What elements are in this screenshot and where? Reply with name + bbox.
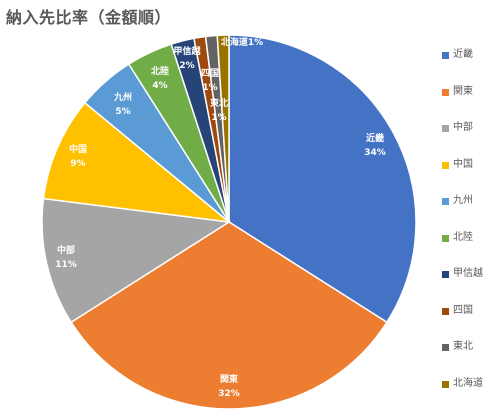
legend-label: 北海道 — [453, 377, 483, 389]
chart-title: 納入先比率（金額順） — [6, 8, 172, 27]
legend-label: 中国 — [453, 158, 473, 170]
data-label-7: 甲信越 2% — [173, 45, 201, 71]
data-label-6: 北陸 4% — [151, 65, 169, 91]
data-label-4: 中国 9% — [69, 143, 87, 169]
legend-item-5: 九州 — [442, 194, 500, 231]
pie-slice-3 — [41, 197, 232, 324]
legend-item-1: 近畿 — [442, 48, 500, 85]
legend-swatch — [442, 234, 449, 242]
legend-label: 九州 — [453, 195, 473, 206]
legend-swatch — [442, 344, 449, 351]
legend-label: 東北 — [453, 341, 473, 352]
legend-item-10: 北海道 — [442, 377, 500, 414]
legend-item-2: 関東 — [442, 85, 500, 122]
legend-swatch — [442, 125, 449, 132]
legend-label: 四国 — [453, 304, 473, 316]
legend-swatch — [442, 88, 449, 96]
legend-label: 関東 — [453, 85, 473, 97]
legend-swatch — [442, 271, 449, 278]
data-label-2: 関東 32% — [218, 373, 240, 399]
legend-item-8: 四国 — [442, 304, 500, 341]
legend-swatch — [442, 52, 449, 59]
legend-swatch — [442, 161, 449, 169]
pie-slice-4 — [42, 101, 232, 224]
legend-label: 北陸 — [453, 231, 473, 243]
legend-item-3: 中部 — [442, 121, 500, 158]
legend-label: 近畿 — [453, 49, 473, 60]
pie-slice-10 — [216, 34, 230, 223]
legend-swatch — [442, 198, 449, 205]
legend-item-9: 東北 — [442, 340, 500, 377]
chart-legend: 近畿関東中部中国九州北陸甲信越四国東北北海道 — [442, 48, 500, 413]
data-label-1: 近畿 34% — [364, 132, 386, 158]
data-label-8: 四国 1% — [201, 68, 219, 93]
pie-slice-2 — [70, 221, 388, 410]
legend-label: 甲信越 — [453, 268, 483, 279]
legend-label: 中部 — [453, 122, 473, 133]
pie-slice-1 — [228, 34, 417, 324]
legend-item-6: 北陸 — [442, 231, 500, 268]
legend-item-7: 甲信越 — [442, 267, 500, 304]
data-label-5: 九州 5% — [113, 91, 132, 117]
legend-swatch — [442, 380, 449, 388]
data-label-10: 北海道1% — [221, 36, 263, 48]
data-label-3: 中部 11% — [55, 244, 77, 270]
legend-item-4: 中国 — [442, 158, 500, 195]
data-label-9: 東北 1% — [210, 97, 228, 123]
legend-swatch — [442, 307, 449, 315]
